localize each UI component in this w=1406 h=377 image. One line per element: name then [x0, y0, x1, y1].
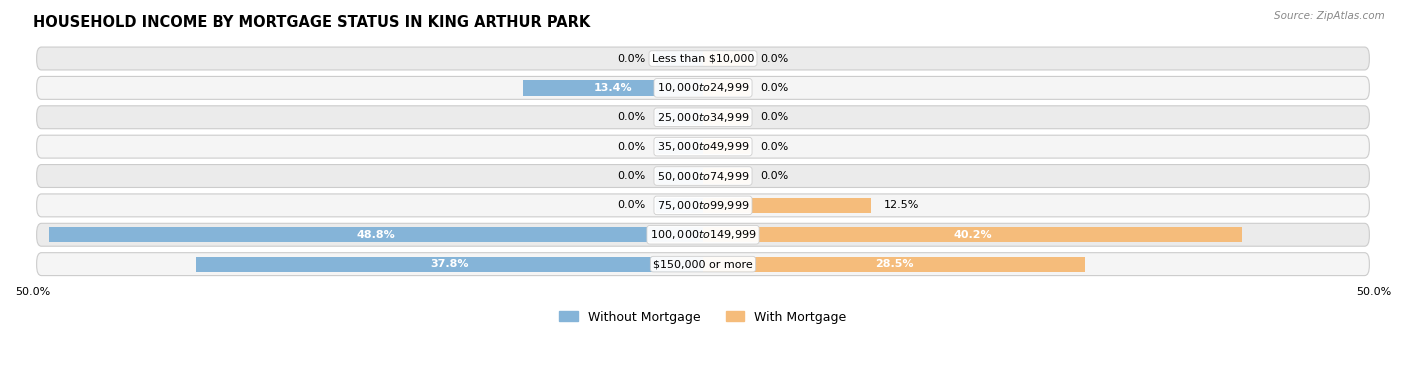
- Bar: [703, 227, 1241, 242]
- FancyBboxPatch shape: [37, 164, 1369, 187]
- Bar: [49, 227, 703, 242]
- Bar: [703, 169, 749, 184]
- Text: 28.5%: 28.5%: [875, 259, 914, 269]
- FancyBboxPatch shape: [37, 77, 1369, 100]
- Bar: [703, 51, 749, 66]
- Legend: Without Mortgage, With Mortgage: Without Mortgage, With Mortgage: [554, 305, 852, 328]
- Text: Source: ZipAtlas.com: Source: ZipAtlas.com: [1274, 11, 1385, 21]
- Bar: [703, 139, 749, 154]
- Text: 48.8%: 48.8%: [357, 230, 395, 240]
- FancyBboxPatch shape: [37, 194, 1369, 217]
- Text: 0.0%: 0.0%: [617, 171, 645, 181]
- Text: HOUSEHOLD INCOME BY MORTGAGE STATUS IN KING ARTHUR PARK: HOUSEHOLD INCOME BY MORTGAGE STATUS IN K…: [32, 15, 591, 30]
- Text: 40.2%: 40.2%: [953, 230, 991, 240]
- Text: $10,000 to $24,999: $10,000 to $24,999: [657, 81, 749, 94]
- Text: 37.8%: 37.8%: [430, 259, 468, 269]
- Text: 0.0%: 0.0%: [617, 142, 645, 152]
- Bar: [657, 139, 703, 154]
- FancyBboxPatch shape: [37, 223, 1369, 246]
- Bar: [657, 110, 703, 125]
- Text: Less than $10,000: Less than $10,000: [652, 54, 754, 63]
- Text: 12.5%: 12.5%: [884, 201, 920, 210]
- Bar: [703, 110, 749, 125]
- FancyBboxPatch shape: [37, 135, 1369, 158]
- Text: 0.0%: 0.0%: [761, 54, 789, 63]
- Bar: [657, 198, 703, 213]
- Text: 0.0%: 0.0%: [761, 112, 789, 122]
- Bar: [657, 169, 703, 184]
- Bar: [657, 51, 703, 66]
- Bar: [197, 256, 703, 272]
- Bar: [703, 80, 749, 95]
- FancyBboxPatch shape: [37, 253, 1369, 276]
- Bar: [703, 198, 870, 213]
- Text: $25,000 to $34,999: $25,000 to $34,999: [657, 111, 749, 124]
- FancyBboxPatch shape: [37, 47, 1369, 70]
- Text: $150,000 or more: $150,000 or more: [654, 259, 752, 269]
- Text: $100,000 to $149,999: $100,000 to $149,999: [650, 228, 756, 241]
- FancyBboxPatch shape: [37, 106, 1369, 129]
- Text: 0.0%: 0.0%: [761, 83, 789, 93]
- Bar: [703, 256, 1085, 272]
- Text: $50,000 to $74,999: $50,000 to $74,999: [657, 170, 749, 182]
- Text: 0.0%: 0.0%: [761, 171, 789, 181]
- Text: 0.0%: 0.0%: [617, 54, 645, 63]
- Text: 0.0%: 0.0%: [761, 142, 789, 152]
- Text: $35,000 to $49,999: $35,000 to $49,999: [657, 140, 749, 153]
- Text: 0.0%: 0.0%: [617, 201, 645, 210]
- Text: 0.0%: 0.0%: [617, 112, 645, 122]
- Text: $75,000 to $99,999: $75,000 to $99,999: [657, 199, 749, 212]
- Bar: [523, 80, 703, 95]
- Text: 13.4%: 13.4%: [593, 83, 633, 93]
